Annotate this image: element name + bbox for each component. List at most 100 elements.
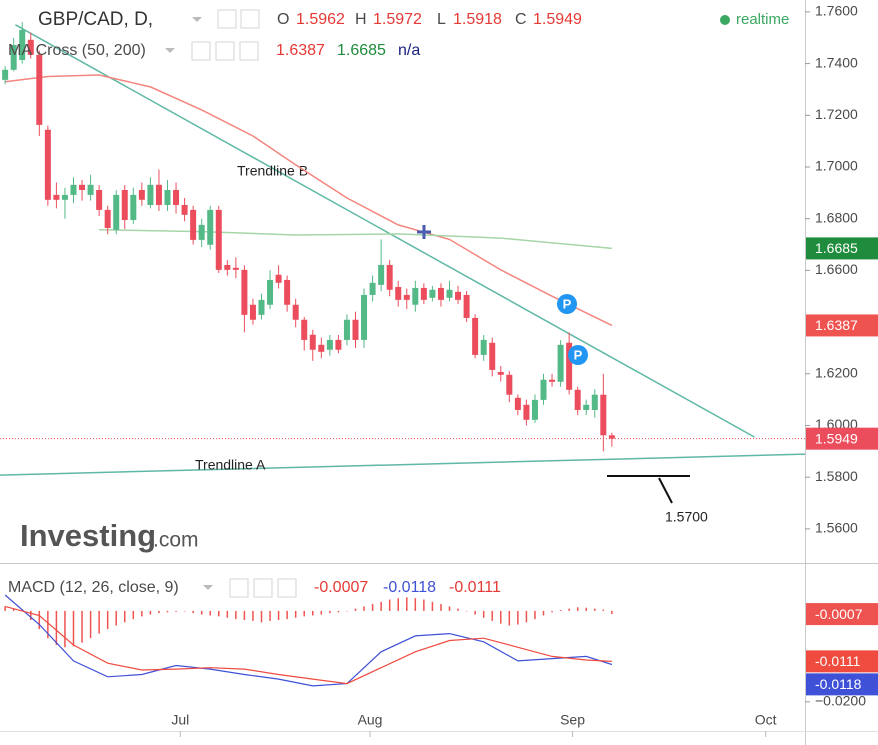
gear-icon[interactable]: [240, 9, 260, 29]
histogram-bar: [448, 606, 451, 611]
watermark-suffix: .com: [153, 529, 199, 552]
histogram-bar: [474, 610, 476, 615]
caret[interactable]: [192, 17, 202, 22]
histogram-bar: [320, 610, 323, 615]
histogram-bar: [64, 610, 66, 648]
candle-body: [463, 294, 470, 318]
candle-body: [173, 189, 180, 205]
candle-body: [36, 54, 43, 125]
event-marker[interactable]: P: [557, 294, 577, 314]
caret[interactable]: [165, 48, 175, 53]
candle-body: [600, 394, 607, 436]
candle-body: [79, 184, 86, 190]
candle-body: [181, 204, 188, 215]
y-tick-label: 1.7400: [815, 54, 858, 70]
candle-body: [113, 194, 120, 230]
y-tick-label: 1.6600: [815, 261, 858, 277]
histogram-bar: [500, 610, 502, 624]
histogram-bar: [508, 610, 511, 626]
gear-icon[interactable]: [215, 41, 235, 61]
histogram-bar: [397, 598, 399, 611]
candle-body: [531, 399, 538, 420]
candle-body: [138, 189, 145, 200]
eye-icon[interactable]: [191, 41, 211, 61]
macd-tag-label: -0.0007: [815, 606, 863, 622]
trendline-label: Trendline B: [237, 163, 308, 179]
macd-tag-label: -0.0111: [815, 653, 861, 669]
candle-body: [480, 339, 487, 355]
histogram-bar: [585, 607, 587, 611]
candle-body: [395, 286, 402, 300]
candle-body: [608, 435, 615, 439]
histogram-bar: [158, 610, 160, 614]
caret[interactable]: [203, 585, 213, 590]
close-icon[interactable]: [277, 578, 297, 598]
price-tag: [806, 427, 878, 450]
candle-body: [292, 304, 299, 320]
candle-body: [309, 334, 316, 350]
candle-body: [523, 404, 530, 420]
candle-body: [27, 39, 34, 55]
x-tick-label: Oct: [755, 712, 777, 728]
histogram-bar: [491, 610, 493, 621]
y-tick-label: 1.7200: [815, 106, 858, 122]
histogram-bar: [363, 606, 365, 611]
candle-body: [104, 209, 111, 228]
histogram-bar: [30, 610, 32, 620]
status-dot: [720, 15, 730, 25]
status-text: realtime: [736, 11, 789, 28]
histogram-bar: [192, 610, 194, 614]
histogram-bar: [465, 610, 468, 612]
candle-body: [147, 184, 154, 205]
close-icon[interactable]: [239, 41, 259, 61]
histogram-bar: [183, 610, 186, 612]
indicator-value: 1.6685: [337, 42, 386, 59]
candle-body: [489, 342, 496, 370]
histogram-bar: [12, 608, 15, 611]
histogram-bar: [517, 610, 519, 625]
histogram-bar: [277, 610, 280, 620]
histogram-bar: [81, 610, 83, 643]
candle-body: [557, 344, 564, 382]
eye-icon[interactable]: [229, 578, 249, 598]
trendline: [0, 453, 806, 476]
histogram-bar: [329, 610, 331, 614]
y-tick-label: 1.7600: [815, 3, 858, 19]
candle-body: [514, 397, 521, 410]
candle-body: [361, 294, 368, 340]
histogram-bar: [235, 610, 237, 620]
candle-body: [121, 189, 128, 220]
candle-body: [258, 299, 265, 315]
y-tick-label: 1.7000: [815, 158, 858, 174]
plot-layer: Trendline B Trendline A: [0, 22, 806, 687]
candle-body: [352, 319, 359, 340]
gear-icon[interactable]: [253, 578, 273, 598]
eye-icon[interactable]: [217, 9, 237, 29]
histogram-bar: [354, 608, 357, 611]
indicator-value: 1.6387: [276, 42, 325, 59]
event-marker[interactable]: P: [568, 345, 588, 365]
price-tag-label: 1.5949: [815, 430, 858, 446]
histogram-bar: [149, 610, 152, 615]
histogram-bar: [423, 599, 425, 611]
indicator-value: n/a: [398, 42, 420, 59]
histogram-bar: [602, 609, 605, 611]
histogram-bar: [406, 597, 408, 611]
trendline-label: Trendline A: [195, 457, 266, 473]
histogram-bar: [106, 610, 109, 630]
candle-body: [232, 267, 239, 270]
target-drawing: [607, 475, 690, 504]
candle-body: [326, 339, 333, 350]
y-tick-label: 1.6800: [815, 209, 858, 225]
y-tick-label: 1.6200: [815, 364, 858, 380]
y-tick-label: 1.5600: [815, 520, 858, 536]
ohlc-value: 1.5949: [533, 11, 582, 28]
histogram-bar: [166, 610, 169, 613]
candle-body: [318, 344, 325, 352]
ma-cross-marker: [417, 225, 431, 239]
macd-title: MACD (12, 26, close, 9): [8, 579, 179, 596]
candle-body: [19, 29, 26, 60]
histogram-bar: [132, 610, 135, 620]
candle-body: [215, 209, 222, 270]
